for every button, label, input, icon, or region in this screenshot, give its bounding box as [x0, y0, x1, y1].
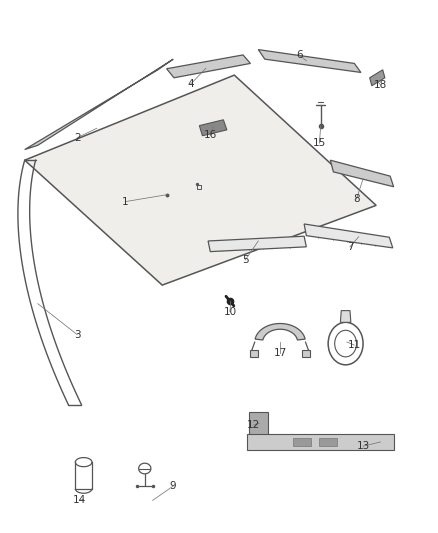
Polygon shape	[330, 160, 394, 187]
Polygon shape	[25, 75, 376, 285]
Text: 15: 15	[313, 138, 326, 148]
Text: 14: 14	[73, 495, 86, 505]
Text: 11: 11	[348, 340, 361, 350]
Polygon shape	[258, 50, 361, 72]
Polygon shape	[249, 411, 268, 435]
Text: 13: 13	[357, 441, 370, 451]
Text: 4: 4	[187, 79, 194, 89]
Polygon shape	[251, 350, 258, 357]
Text: 8: 8	[353, 194, 360, 204]
Text: 2: 2	[74, 133, 81, 143]
Polygon shape	[199, 120, 227, 136]
Text: 12: 12	[247, 420, 261, 430]
Text: 6: 6	[297, 51, 303, 60]
Text: 7: 7	[346, 242, 353, 252]
Polygon shape	[208, 236, 306, 252]
Polygon shape	[302, 350, 310, 357]
Polygon shape	[293, 438, 311, 446]
Text: 17: 17	[273, 348, 287, 358]
Text: 9: 9	[170, 481, 177, 491]
Polygon shape	[319, 438, 337, 446]
Polygon shape	[370, 70, 385, 86]
Polygon shape	[255, 324, 305, 340]
Polygon shape	[247, 434, 394, 450]
Text: 10: 10	[223, 306, 237, 317]
Text: 5: 5	[242, 255, 248, 265]
Polygon shape	[304, 224, 393, 248]
Polygon shape	[25, 59, 173, 150]
Polygon shape	[166, 55, 251, 78]
Polygon shape	[340, 311, 351, 322]
Text: 1: 1	[122, 197, 128, 207]
Text: 3: 3	[74, 329, 81, 340]
Text: 18: 18	[374, 80, 387, 90]
Text: 16: 16	[204, 130, 217, 140]
